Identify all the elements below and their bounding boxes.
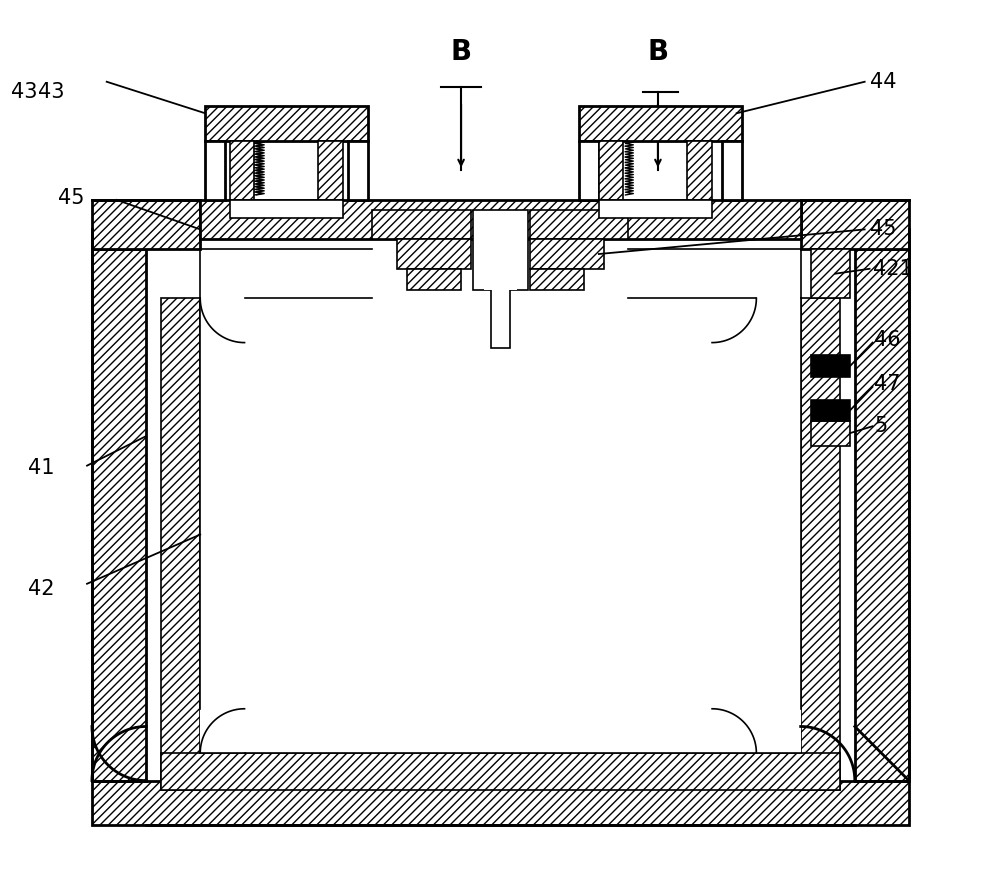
Bar — [491, 289, 510, 347]
Text: 421: 421 — [873, 259, 912, 279]
Text: 43: 43 — [11, 82, 38, 102]
Text: 44: 44 — [870, 72, 896, 92]
Bar — [579, 141, 599, 200]
Bar — [205, 141, 225, 200]
Bar — [530, 268, 584, 291]
Bar — [92, 200, 200, 249]
Text: 5: 5 — [874, 416, 888, 436]
Text: 42: 42 — [28, 579, 54, 599]
Bar — [407, 268, 461, 291]
Text: 47: 47 — [874, 374, 901, 394]
Bar — [348, 141, 368, 200]
Bar — [92, 249, 146, 781]
Text: B: B — [647, 38, 669, 66]
Bar — [146, 249, 855, 781]
Text: 45: 45 — [870, 220, 896, 239]
Bar — [200, 299, 801, 753]
Bar — [161, 753, 840, 790]
Bar — [811, 355, 850, 377]
Bar — [92, 781, 909, 825]
Bar — [722, 141, 742, 200]
Bar — [230, 200, 343, 218]
Text: 43: 43 — [38, 82, 64, 102]
Bar — [484, 222, 517, 291]
Bar — [855, 249, 909, 781]
Bar — [205, 106, 368, 141]
Bar — [530, 239, 604, 268]
Bar — [599, 141, 623, 200]
Bar — [372, 210, 471, 239]
Bar — [599, 200, 712, 218]
Bar — [161, 299, 200, 790]
Bar — [230, 141, 254, 200]
Bar — [811, 422, 850, 446]
Bar — [801, 200, 909, 249]
Bar — [530, 210, 628, 239]
Bar — [397, 239, 471, 268]
Bar — [473, 210, 528, 291]
Bar — [811, 400, 850, 422]
Bar — [318, 141, 343, 200]
Bar — [801, 299, 840, 790]
Bar — [811, 249, 850, 299]
Text: 45: 45 — [58, 188, 84, 208]
Bar — [200, 200, 801, 239]
Text: B: B — [451, 38, 472, 66]
Bar — [579, 106, 742, 141]
Text: 46: 46 — [874, 330, 901, 350]
Bar — [687, 141, 712, 200]
Text: 41: 41 — [28, 457, 54, 478]
